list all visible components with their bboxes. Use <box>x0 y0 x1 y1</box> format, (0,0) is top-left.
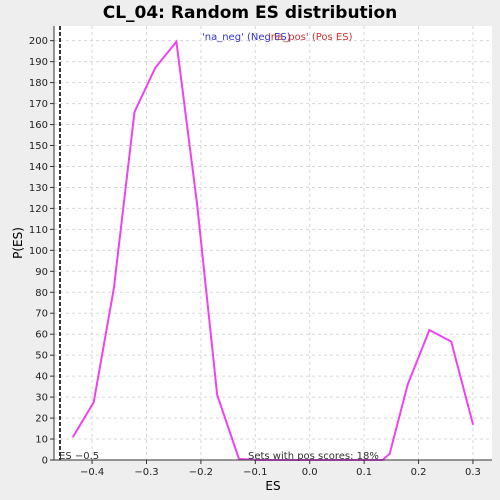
x-tick-label: 0.2 <box>411 467 427 478</box>
data-point <box>72 436 74 438</box>
y-tick-label: 110 <box>29 225 48 236</box>
y-tick-label: 0 <box>42 456 48 467</box>
y-tick-label: 170 <box>29 99 48 110</box>
y-tick-label: 40 <box>35 372 48 383</box>
data-point <box>175 40 178 43</box>
y-tick-label: 10 <box>35 435 48 446</box>
data-point <box>196 203 198 206</box>
chart-title: CL_04: Random ES distribution <box>103 3 398 23</box>
pos-scores-annotation: Sets with pos scores: 18% <box>248 451 379 462</box>
x-tick-label: 0.1 <box>356 467 372 478</box>
data-point <box>388 452 391 455</box>
x-tick-label: −0.3 <box>134 467 158 478</box>
y-tick-label: 130 <box>29 183 48 194</box>
data-point <box>154 67 157 69</box>
y-axis-ticks: 0 10 20 30 40 50 60 70 80 90 100 110 120 130 140 150 160… <box>29 36 54 467</box>
y-tick-label: 190 <box>29 57 48 68</box>
legend-pos: 'na_pos' (Pos ES) <box>268 32 353 43</box>
y-tick-label: 160 <box>29 120 48 131</box>
x-axis-label: ES <box>265 479 280 493</box>
reference-line-label: ES −0.5 <box>59 451 99 462</box>
y-tick-label: 140 <box>29 162 48 173</box>
y-tick-label: 30 <box>35 393 48 404</box>
data-point <box>238 458 240 460</box>
y-tick-label: 60 <box>35 330 48 341</box>
y-tick-label: 120 <box>29 204 48 215</box>
grid-lines <box>54 26 492 460</box>
y-axis-label: P(ES) <box>11 227 25 259</box>
y-tick-label: 90 <box>35 267 48 278</box>
y-tick-label: 70 <box>35 309 48 320</box>
y-tick-label: 180 <box>29 78 48 89</box>
x-tick-label: −0.4 <box>80 467 104 478</box>
legend-neg: 'na_neg' (Neg ES) <box>202 32 291 43</box>
data-point <box>92 401 95 404</box>
x-tick-label: −0.1 <box>243 467 267 478</box>
data-point <box>472 423 474 426</box>
x-tick-label: 0.3 <box>465 467 481 478</box>
data-point <box>113 287 115 289</box>
y-tick-label: 200 <box>29 36 48 47</box>
y-tick-label: 150 <box>29 141 48 152</box>
y-tick-label: 80 <box>35 288 48 299</box>
y-tick-label: 100 <box>29 246 48 257</box>
y-tick-label: 50 <box>35 351 48 362</box>
y-tick-label: 20 <box>35 414 48 425</box>
x-axis-ticks: −0.4 −0.3 −0.2 −0.1 0.0 0.1 0.2 0.3 <box>80 460 481 478</box>
x-tick-label: 0.0 <box>302 467 318 478</box>
data-point <box>133 111 136 113</box>
data-point <box>428 329 431 331</box>
x-tick-label: −0.2 <box>189 467 213 478</box>
data-point <box>450 340 452 343</box>
data-point <box>406 383 409 386</box>
data-point <box>216 394 219 396</box>
